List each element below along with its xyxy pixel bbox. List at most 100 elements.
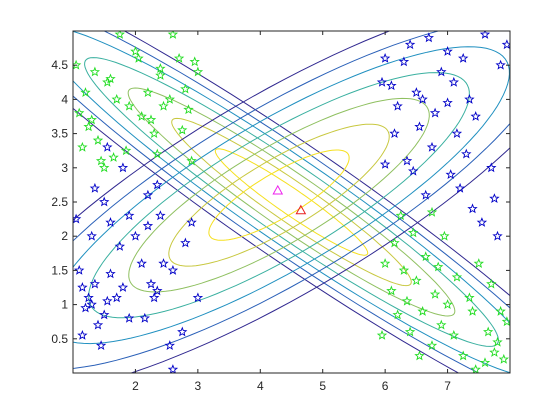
star-marker	[426, 141, 438, 152]
star-marker	[98, 309, 110, 320]
star-marker	[74, 264, 85, 275]
star-marker	[139, 312, 151, 323]
star-marker	[83, 292, 94, 303]
star-marker	[114, 241, 126, 251]
star-marker	[479, 31, 491, 39]
star-marker	[439, 230, 450, 241]
star-marker	[392, 100, 403, 111]
star-marker	[426, 340, 438, 351]
star-marker	[77, 141, 88, 152]
y-tick-label: 4.5	[51, 58, 68, 72]
star-marker	[451, 271, 463, 282]
contour-line	[84, 57, 499, 347]
star-marker	[152, 148, 163, 159]
star-marker	[442, 299, 453, 310]
star-marker	[186, 217, 197, 227]
star-marker	[133, 52, 144, 63]
star-marker	[158, 100, 169, 111]
star-marker	[77, 329, 88, 340]
star-marker	[436, 66, 447, 77]
x-axis-ticks: 2 3 4 5 6 7	[132, 31, 451, 393]
star-marker	[167, 264, 179, 275]
x-tick-label: 5	[319, 379, 326, 393]
star-marker	[177, 124, 188, 135]
star-marker	[376, 76, 388, 87]
y-axis-ticks: 0.5 1 1.5 2 2.5 3 3.5 4 4.5	[51, 58, 510, 346]
star-marker	[379, 52, 391, 63]
star-marker	[155, 63, 166, 74]
x-tick-label: 3	[195, 379, 202, 393]
star-marker	[470, 364, 481, 373]
star-marker	[432, 261, 444, 272]
star-marker	[426, 206, 438, 217]
y-tick-label: 0.5	[51, 332, 68, 346]
star-marker	[155, 210, 166, 221]
star-marker	[95, 155, 107, 166]
star-marker	[192, 292, 204, 303]
star-marker	[470, 111, 481, 121]
y-tick-label: 1.5	[51, 263, 68, 277]
star-marker	[136, 258, 147, 269]
star-marker	[73, 107, 85, 118]
star-marker	[183, 104, 194, 115]
star-marker	[448, 329, 460, 340]
star-marker	[77, 282, 88, 292]
star-marker	[164, 93, 175, 104]
contour-line	[208, 149, 350, 241]
star-marker	[89, 182, 100, 193]
star-marker	[80, 87, 91, 98]
star-marker	[142, 87, 154, 98]
star-marker	[152, 285, 163, 296]
x-tick-label: 6	[382, 379, 389, 393]
x-tick-label: 7	[444, 379, 451, 393]
star-marker	[83, 121, 94, 132]
star-marker	[86, 114, 97, 125]
star-marker	[483, 326, 494, 337]
star-marker	[436, 319, 447, 330]
star-marker	[461, 148, 472, 159]
axes-background	[73, 31, 510, 373]
star-marker	[89, 278, 100, 289]
contour-line	[127, 87, 456, 317]
star-marker	[136, 111, 147, 121]
star-marker	[99, 162, 110, 173]
star-marker	[401, 295, 413, 306]
star-marker	[123, 100, 135, 111]
star-marker	[192, 66, 204, 77]
star-marker	[164, 340, 176, 351]
star-marker	[407, 165, 419, 176]
star-marker	[123, 210, 135, 221]
star-marker	[389, 237, 400, 248]
star-marker	[398, 56, 410, 67]
y-tick-label: 2	[61, 229, 68, 243]
star-marker	[417, 305, 428, 316]
star-marker	[142, 220, 154, 231]
star-marker	[105, 217, 116, 227]
star-marker	[489, 193, 500, 204]
star-marker	[95, 340, 107, 351]
star-marker	[177, 326, 188, 337]
contour-line	[73, 31, 510, 373]
star-marker	[492, 336, 503, 347]
star-marker	[120, 145, 132, 156]
star-marker	[448, 76, 459, 87]
contour-line	[214, 148, 369, 256]
star-marker	[86, 299, 97, 310]
star-marker	[180, 237, 191, 248]
star-marker	[145, 114, 157, 125]
star-marker	[495, 59, 506, 70]
star-marker	[451, 128, 463, 139]
contour-line	[88, 72, 470, 319]
star-marker	[442, 97, 453, 108]
star-marker	[486, 278, 497, 289]
star-marker	[376, 329, 388, 340]
star-marker	[464, 292, 475, 303]
star-marker	[404, 326, 416, 337]
contour-line	[171, 117, 412, 287]
star-marker	[411, 87, 422, 98]
contour-line	[73, 46, 510, 345]
star-marker	[158, 258, 169, 269]
star-marker	[89, 66, 100, 77]
star-marker	[386, 285, 397, 296]
